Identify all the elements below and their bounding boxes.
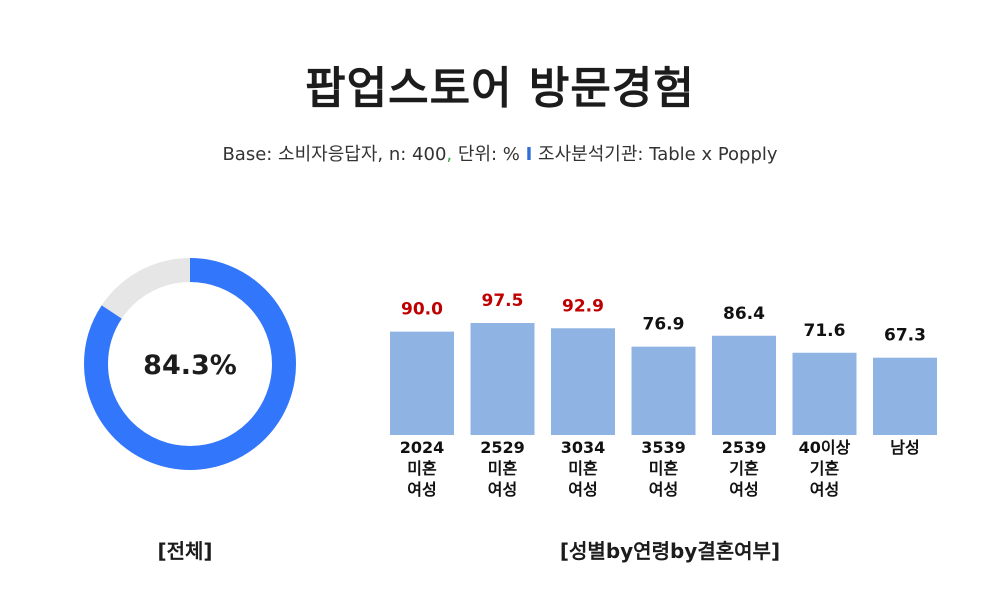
subtitle-base: Base: 소비자응답자, n: 400 [222, 144, 447, 165]
bar [712, 335, 776, 435]
bar [551, 328, 615, 435]
donut-chart: 84.3% [84, 258, 296, 470]
bar-value-label: 76.9 [643, 315, 685, 335]
bar-category-label: 여성 [568, 480, 597, 499]
bar-category-label: 미혼 [488, 459, 518, 478]
bar [390, 331, 454, 435]
bar-value-label: 71.6 [804, 321, 846, 341]
bar-category-label: 기혼 [729, 459, 759, 478]
page-title: 팝업스토어 방문경험 [305, 63, 695, 114]
bar-category-label: 여성 [649, 480, 678, 499]
donut-caption: [전체] [157, 539, 213, 563]
bar-chart-caption: [성별by연령by결혼여부] [559, 539, 781, 563]
bar-category-label: 미혼 [407, 459, 437, 478]
bar [873, 357, 937, 435]
bar-value-label: 92.9 [562, 296, 604, 316]
bar-category-label: 미혼 [568, 459, 598, 478]
bar-category-label: 여성 [810, 480, 839, 499]
bar-value-label: 90.0 [401, 300, 443, 320]
bar-category-label: 40이상 [799, 438, 851, 457]
bar [631, 346, 696, 435]
subtitle-source: 조사분석기관: Table x Popply [532, 144, 778, 165]
bar [792, 352, 857, 435]
bar-category-label: 2529 [480, 438, 525, 457]
bar-category-label: 여성 [488, 480, 517, 499]
bar-category-label: 3034 [561, 438, 606, 457]
donut-center-label: 84.3% [143, 350, 237, 381]
bar-category-label: 여성 [729, 480, 758, 499]
subtitle-unit: 단위: % [452, 144, 526, 165]
bar-category-label: 2539 [722, 438, 767, 457]
donut-segment-value [84, 258, 296, 470]
bar-category-label: 3539 [641, 438, 686, 457]
subtitle-separator: I [525, 144, 533, 165]
bar-category-label: 기혼 [810, 459, 840, 478]
bar [470, 323, 535, 435]
bar-category-label: 남성 [890, 438, 919, 457]
bar-category-label: 여성 [407, 480, 436, 499]
bar-category-label: 미혼 [649, 459, 679, 478]
bar-value-label: 86.4 [723, 304, 765, 324]
bar-value-label: 97.5 [482, 291, 524, 311]
bar-category-label: 2024 [400, 438, 445, 457]
page-subtitle: Base: 소비자응답자, n: 400, 단위: % I 조사분석기관: Ta… [0, 140, 1000, 166]
bar-value-label: 67.3 [884, 326, 926, 346]
subtitle-comma: , [446, 144, 453, 165]
